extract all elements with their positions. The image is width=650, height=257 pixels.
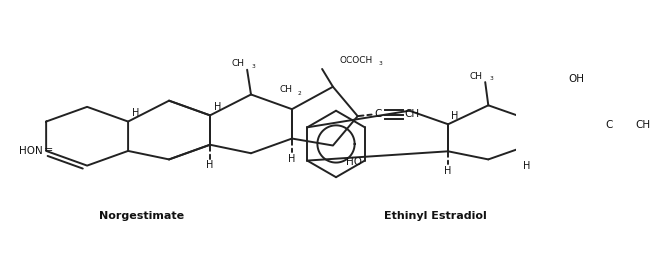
Text: Norgestimate: Norgestimate [99, 211, 184, 221]
Text: HON: HON [20, 146, 43, 156]
Text: $_3$: $_3$ [251, 61, 256, 70]
Text: OH: OH [569, 74, 585, 84]
Text: H: H [523, 161, 530, 171]
Text: =: = [44, 145, 53, 155]
Text: $_3$: $_3$ [489, 74, 495, 83]
Text: Ethinyl Estradiol: Ethinyl Estradiol [384, 211, 486, 221]
Text: CH: CH [635, 121, 650, 130]
Text: CH: CH [231, 59, 244, 68]
Text: CH: CH [280, 86, 292, 95]
Text: $_2$: $_2$ [297, 89, 303, 98]
Text: C: C [374, 109, 382, 119]
Text: H: H [132, 108, 139, 118]
Text: H: H [451, 111, 459, 121]
Text: OCOCH: OCOCH [339, 56, 372, 65]
Text: H: H [288, 154, 296, 164]
Text: HO: HO [346, 157, 361, 167]
Text: CH: CH [404, 109, 419, 119]
Text: H: H [206, 160, 214, 170]
Text: H: H [445, 166, 452, 176]
Text: C: C [606, 121, 613, 130]
Text: CH: CH [469, 71, 482, 81]
Text: H: H [214, 102, 221, 112]
Text: $_3$: $_3$ [378, 59, 383, 68]
